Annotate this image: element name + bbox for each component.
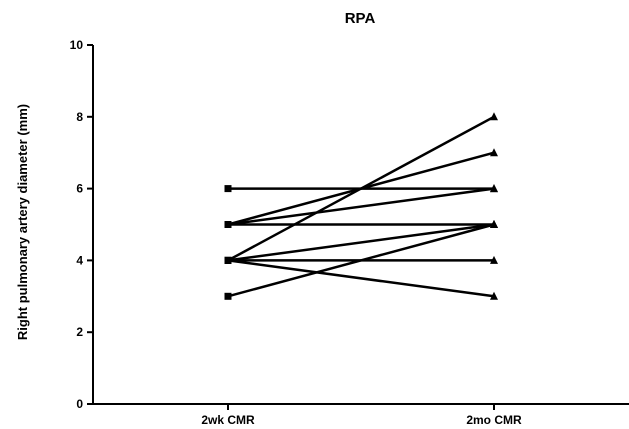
y-axis-title: Right pulmonary artery diameter (mm) xyxy=(15,104,30,340)
end-point-8 xyxy=(490,220,498,228)
x-tick-label-0: 2wk CMR xyxy=(201,413,255,427)
y-tick-label-0: 0 xyxy=(76,397,83,411)
y-tick-label-4: 8 xyxy=(76,110,83,124)
end-point-4 xyxy=(490,112,498,121)
series-line-7 xyxy=(227,259,495,298)
y-tick-label-2: 4 xyxy=(76,253,83,267)
end-point-3 xyxy=(490,148,498,157)
x-axis-ticks: 2wk CMR 2mo CMR xyxy=(201,404,522,427)
y-tick-label-5: 10 xyxy=(70,38,84,52)
end-point-2 xyxy=(490,184,498,193)
paired-series xyxy=(224,112,498,300)
series-line-5 xyxy=(227,223,495,262)
start-point-7 xyxy=(224,256,232,264)
y-tick-label-3: 6 xyxy=(76,182,83,196)
series-line-2 xyxy=(227,187,495,226)
y-tick-label-1: 2 xyxy=(76,325,83,339)
y-axis-ticks: 0 2 4 6 8 10 xyxy=(70,38,93,411)
end-point-7 xyxy=(490,291,498,300)
start-point-0 xyxy=(224,185,232,193)
series-line-4 xyxy=(227,115,495,262)
x-tick-label-1: 2mo CMR xyxy=(466,413,522,427)
end-point-6 xyxy=(490,255,498,264)
series-line-8 xyxy=(227,223,495,298)
chart-title: RPA xyxy=(345,10,376,27)
start-point-3 xyxy=(224,221,232,228)
start-point-8 xyxy=(224,292,232,300)
